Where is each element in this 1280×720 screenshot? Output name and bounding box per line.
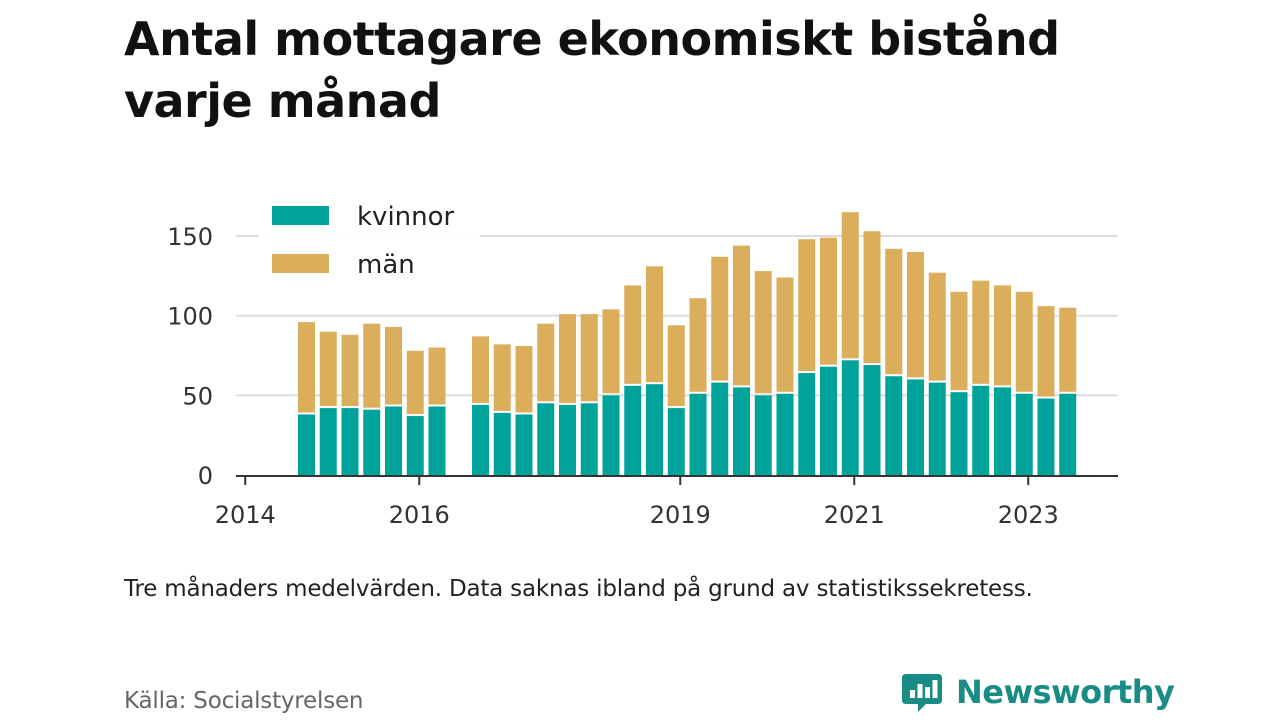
- bar-man: [689, 298, 707, 392]
- bar-kvinnor: [950, 392, 968, 475]
- bar-man: [1037, 306, 1055, 397]
- bar-kvinnor: [1037, 398, 1055, 475]
- bar-kvinnor: [667, 408, 685, 475]
- chart-title: Antal mottagare ekonomiskt bistånd varje…: [124, 12, 1060, 128]
- bar-man: [1015, 291, 1033, 392]
- x-tick-label: 2023: [998, 501, 1059, 529]
- bar-man: [580, 314, 598, 402]
- bar-man: [754, 271, 772, 394]
- bar-kvinnor: [385, 406, 402, 475]
- y-tick-label: 50: [182, 382, 213, 410]
- bar-kvinnor: [472, 404, 489, 475]
- bar-kvinnor: [754, 395, 772, 475]
- bar-man: [841, 212, 859, 359]
- bar-man: [385, 326, 402, 405]
- x-tick-label: 2016: [389, 501, 450, 529]
- bar-man: [928, 272, 946, 381]
- bar-kvinnor: [820, 366, 837, 475]
- bar-man: [950, 291, 968, 391]
- bar-kvinnor: [863, 365, 881, 475]
- chart-note: Tre månaders medelvärden. Data saknas ib…: [124, 576, 1033, 602]
- bar-man: [341, 334, 359, 407]
- y-tick-label: 150: [167, 223, 213, 251]
- bar-man: [863, 231, 881, 364]
- bar-man: [472, 336, 489, 403]
- bar-kvinnor: [841, 360, 859, 475]
- bar-kvinnor: [646, 384, 663, 475]
- x-tick-label: 2021: [824, 501, 885, 529]
- bar-kvinnor: [515, 414, 533, 475]
- bar-kvinnor: [428, 406, 446, 475]
- bar-man: [537, 323, 555, 402]
- bar-man: [363, 323, 381, 408]
- legend-label: män: [357, 250, 415, 280]
- bar-kvinnor: [602, 395, 620, 475]
- bars: [298, 212, 1077, 475]
- bar-man: [515, 345, 533, 413]
- bar-man: [798, 239, 816, 372]
- bar-man: [994, 285, 1011, 386]
- bar-man: [907, 251, 924, 378]
- bar-man: [646, 266, 663, 383]
- bar-man: [776, 277, 794, 392]
- bar-kvinnor: [580, 403, 598, 475]
- bar-man: [733, 245, 750, 386]
- bar-man: [820, 237, 837, 365]
- legend-label: kvinnor: [357, 202, 455, 232]
- bar-man: [711, 256, 729, 381]
- bar-man: [559, 314, 576, 403]
- bar-kvinnor: [298, 414, 315, 475]
- bar-man: [319, 331, 337, 407]
- y-tick-label: 0: [198, 462, 213, 490]
- bar-kvinnor: [624, 385, 642, 475]
- x-axis: 2014 2016 2019 2021 2023: [215, 475, 1118, 529]
- bar-kvinnor: [1015, 393, 1033, 475]
- bar-kvinnor: [363, 409, 381, 475]
- bar-kvinnor: [885, 376, 903, 475]
- bar-kvinnor: [776, 393, 794, 475]
- bar-kvinnor: [1059, 393, 1077, 475]
- x-tick-label: 2014: [215, 501, 276, 529]
- legend: kvinnor män: [258, 196, 480, 286]
- legend-swatch: [272, 206, 329, 225]
- bar-man: [406, 350, 424, 415]
- bar-kvinnor: [928, 382, 946, 475]
- bar-man: [493, 344, 511, 411]
- bar-man: [624, 285, 642, 384]
- bar-man: [885, 248, 903, 375]
- source-credit: Källa: Socialstyrelsen: [124, 688, 364, 714]
- bar-kvinnor: [907, 379, 924, 475]
- x-tick-label: 2019: [650, 501, 711, 529]
- bar-kvinnor: [341, 408, 359, 475]
- bar-kvinnor: [711, 382, 729, 475]
- bar-man: [1059, 307, 1077, 392]
- bar-kvinnor: [406, 416, 424, 475]
- bar-kvinnor: [689, 393, 707, 475]
- bar-kvinnor: [733, 387, 750, 475]
- newsworthy-logo-icon: [902, 674, 942, 712]
- bar-man: [972, 280, 990, 384]
- y-tick-label: 100: [167, 303, 213, 331]
- bar-man: [667, 325, 685, 407]
- bar-kvinnor: [994, 387, 1011, 475]
- bar-kvinnor: [972, 385, 990, 475]
- brand-logo[interactable]: Newsworthy: [900, 670, 1175, 714]
- y-axis-ticks: 0 50 100 150: [167, 223, 213, 490]
- bar-chart: 0 50 100 150 2014 2016 2019 2021 2023 kvinnor mä…: [167, 196, 1118, 529]
- bar-man: [298, 322, 315, 413]
- bar-kvinnor: [537, 403, 555, 475]
- bar-man: [602, 309, 620, 394]
- bar-man: [428, 347, 446, 405]
- bar-kvinnor: [559, 404, 576, 475]
- bar-kvinnor: [798, 373, 816, 475]
- bar-kvinnor: [493, 412, 511, 475]
- bar-kvinnor: [319, 408, 337, 475]
- legend-swatch: [272, 254, 329, 273]
- brand-name: Newsworthy: [956, 673, 1175, 711]
